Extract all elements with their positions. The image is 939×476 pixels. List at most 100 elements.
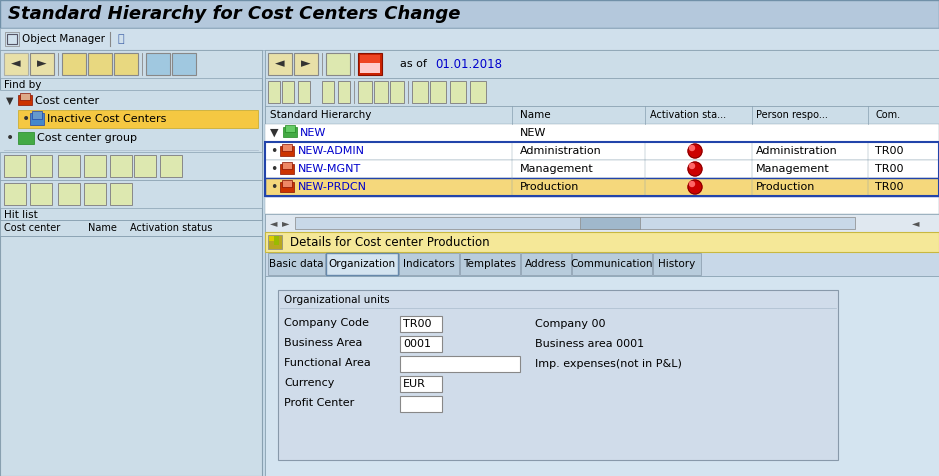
Bar — [265, 50, 939, 78]
Bar — [280, 146, 294, 156]
Bar — [32, 111, 42, 119]
Bar — [374, 81, 388, 103]
Bar — [399, 253, 459, 275]
Bar — [390, 81, 404, 103]
Text: Name: Name — [88, 223, 116, 233]
Bar — [322, 81, 334, 103]
Bar — [265, 196, 939, 214]
Bar — [265, 124, 939, 142]
Text: Management: Management — [756, 164, 830, 174]
Bar — [0, 50, 262, 476]
Text: Name: Name — [520, 110, 550, 120]
Bar — [274, 236, 279, 245]
Bar — [400, 376, 442, 392]
Bar — [298, 81, 310, 103]
Bar — [84, 155, 106, 177]
Bar — [400, 336, 442, 352]
Bar — [521, 253, 571, 275]
Bar — [0, 220, 262, 236]
Text: Business area 0001: Business area 0001 — [535, 339, 644, 349]
Text: as of: as of — [400, 59, 427, 69]
Text: Standard Hierarchy: Standard Hierarchy — [270, 110, 372, 120]
Bar — [58, 183, 80, 205]
Text: Templates: Templates — [464, 259, 516, 269]
Bar — [4, 92, 258, 110]
Text: NEW: NEW — [300, 128, 327, 138]
Bar — [580, 217, 640, 229]
Bar — [0, 28, 939, 50]
Text: Activation sta...: Activation sta... — [650, 110, 726, 120]
Bar — [110, 155, 132, 177]
Text: Cost center: Cost center — [4, 223, 60, 233]
Circle shape — [689, 146, 695, 150]
Text: •: • — [22, 112, 30, 126]
Text: TR00: TR00 — [875, 146, 903, 156]
Bar — [430, 81, 446, 103]
Bar — [358, 53, 382, 75]
Bar — [134, 155, 156, 177]
Bar — [265, 142, 939, 160]
Text: ▼: ▼ — [6, 96, 13, 106]
Text: Address: Address — [525, 259, 567, 269]
Bar — [450, 81, 466, 103]
Bar — [294, 53, 318, 75]
Text: History: History — [658, 259, 696, 269]
Text: Activation status: Activation status — [130, 223, 212, 233]
Bar — [572, 253, 652, 275]
Text: Indicators: Indicators — [403, 259, 454, 269]
Bar — [0, 0, 939, 28]
Text: Hit list: Hit list — [4, 210, 38, 220]
Bar — [4, 53, 28, 75]
Bar — [18, 110, 258, 128]
Text: Administration: Administration — [756, 146, 838, 156]
Bar — [282, 81, 294, 103]
Text: Imp. expenses(not in P&L): Imp. expenses(not in P&L) — [535, 359, 682, 369]
Bar — [265, 276, 939, 476]
Text: Details for Cost center Production: Details for Cost center Production — [290, 236, 489, 248]
Bar — [268, 81, 280, 103]
Text: Profit Center: Profit Center — [284, 398, 354, 408]
Bar — [653, 253, 701, 275]
Bar — [282, 180, 292, 187]
Bar — [265, 106, 939, 124]
Text: Administration: Administration — [520, 146, 602, 156]
Text: TR00: TR00 — [875, 182, 903, 192]
Bar — [360, 63, 380, 73]
Text: ▼: ▼ — [270, 128, 279, 138]
Bar — [400, 396, 442, 412]
Bar — [18, 132, 34, 144]
Text: Functional Area: Functional Area — [284, 358, 371, 368]
Bar — [265, 160, 939, 178]
Text: ►: ► — [282, 218, 289, 228]
Text: •: • — [270, 162, 277, 176]
Bar — [265, 232, 939, 252]
Text: Company Code: Company Code — [284, 318, 369, 328]
Text: Inactive Cost Centers: Inactive Cost Centers — [47, 114, 166, 124]
Text: TR00: TR00 — [875, 164, 903, 174]
Bar — [268, 53, 292, 75]
Bar — [265, 252, 939, 276]
Text: Find by: Find by — [4, 80, 41, 90]
Bar — [470, 81, 486, 103]
Text: NEW-MGNT: NEW-MGNT — [298, 164, 362, 174]
Bar — [282, 144, 292, 151]
Bar — [400, 356, 520, 372]
Bar — [280, 182, 294, 192]
Text: 🔧: 🔧 — [118, 34, 125, 44]
Bar — [268, 235, 282, 249]
Bar — [172, 53, 196, 75]
Text: ►: ► — [301, 58, 311, 70]
Bar — [30, 183, 52, 205]
Text: •: • — [270, 145, 277, 158]
Bar — [283, 127, 297, 137]
Bar — [18, 95, 32, 105]
Bar — [5, 32, 19, 46]
Text: Company 00: Company 00 — [535, 319, 606, 329]
Bar — [4, 155, 26, 177]
Bar — [58, 155, 80, 177]
Bar — [146, 53, 170, 75]
Circle shape — [689, 181, 695, 187]
Bar — [30, 113, 44, 125]
Bar — [265, 78, 939, 106]
Text: •: • — [6, 131, 14, 145]
